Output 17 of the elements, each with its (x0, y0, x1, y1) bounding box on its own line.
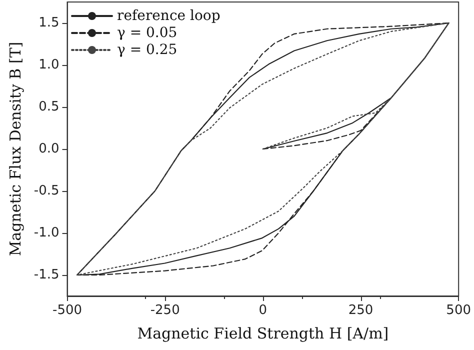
x-tick-label: 500 (446, 303, 472, 318)
x-tick-label: 0 (258, 303, 268, 318)
x-tick-label: -500 (52, 303, 82, 318)
x-tick-label: 250 (348, 303, 374, 318)
y-tick-label: 0.0 (38, 142, 60, 156)
x-tick-label: -250 (150, 303, 180, 318)
legend-label: γ = 0.05 (117, 25, 178, 41)
legend-label: reference loop (117, 8, 220, 24)
x-axis-title: Magnetic Field Strength H [A/m] (137, 324, 389, 342)
legend-label: γ = 0.25 (117, 42, 178, 58)
y-tick-label: 0.5 (38, 100, 60, 114)
y-tick-label: -1.5 (34, 268, 60, 282)
y-tick-label: 1.0 (38, 58, 60, 72)
y-axis-title: Magnetic Flux Density B [T] (6, 42, 24, 256)
y-tick-label: -1.0 (34, 226, 60, 240)
y-tick-label: 1.5 (38, 16, 60, 30)
y-tick-label: -0.5 (34, 184, 60, 198)
